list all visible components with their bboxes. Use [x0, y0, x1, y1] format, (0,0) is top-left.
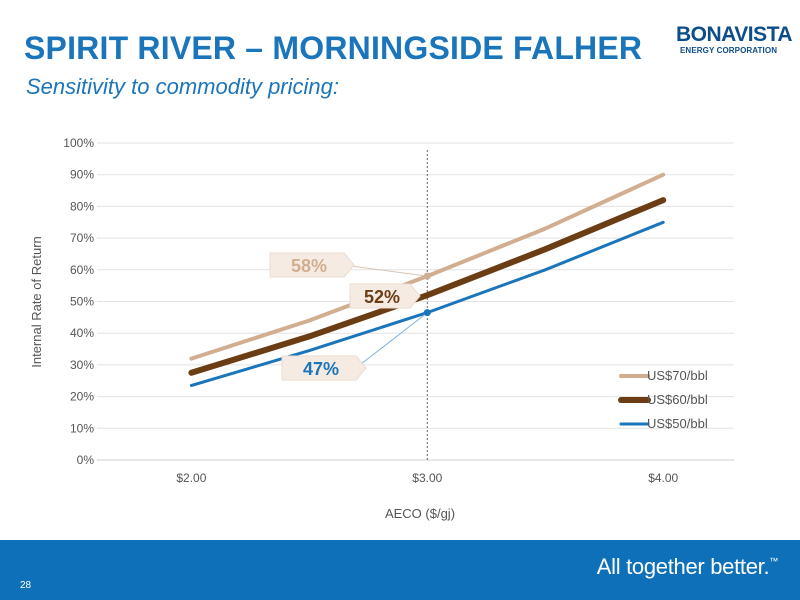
- annotation-leader-2: [355, 312, 428, 369]
- footer-bar: 28 All together better.™: [0, 540, 800, 600]
- chart-legend: US$70/bbl US$60/bbl US$50/bbl: [618, 368, 708, 431]
- logo-wordmark: BONAVISTA: [676, 23, 793, 46]
- annotation-label-0: 58%: [291, 256, 327, 276]
- series-line-1: [188, 197, 667, 376]
- y-tick-label-0: 0%: [77, 453, 95, 467]
- annotation-box-0: [269, 252, 355, 278]
- company-logo: BONAVISTA ENERGY CORPORATION: [676, 23, 793, 66]
- y-axis-ticks: 0% 10% 20% 30% 40% 50% 60% 70% 80% 90% 100%: [63, 136, 94, 467]
- legend-label-2: US$50/bbl: [647, 416, 708, 431]
- annotation-2: 47%: [281, 309, 431, 381]
- y-tick-label-50: 50%: [70, 295, 94, 309]
- annotation-point-0: [423, 272, 431, 280]
- y-tick-label-10: 10%: [70, 421, 94, 435]
- y-tick-label-40: 40%: [70, 326, 94, 340]
- page-number: 28: [20, 580, 32, 591]
- y-tick-label-60: 60%: [70, 263, 94, 277]
- y-tick-label-20: 20%: [70, 390, 94, 404]
- y-tick-label-90: 90%: [70, 168, 94, 182]
- annotation-1: 52%: [349, 283, 421, 309]
- y-tick-label-100: 100%: [63, 136, 94, 150]
- y-tick-label-70: 70%: [70, 231, 94, 245]
- page-title: SPIRIT RIVER – MORNINGSIDE FALHER: [24, 30, 643, 66]
- annotation-0: 58%: [269, 252, 431, 280]
- footer-tagline: All together better.™: [596, 554, 779, 580]
- chart-annotations: 58% 52% 47%: [269, 252, 431, 381]
- y-tick-label-80: 80%: [70, 199, 94, 213]
- trademark-symbol: ™: [769, 556, 778, 566]
- x-tick-label-0: $2.00: [176, 471, 206, 485]
- annotation-box-2: [281, 355, 367, 381]
- annotation-label-2: 47%: [303, 359, 339, 379]
- y-axis-label: Internal Rate of Return: [29, 236, 44, 368]
- annotation-box-1: [349, 283, 421, 309]
- annotation-label-1: 52%: [364, 287, 400, 307]
- tagline-text: All together better.: [596, 554, 770, 579]
- page-subtitle: Sensitivity to commodity pricing:: [26, 74, 339, 99]
- annotation-leader-0: [343, 264, 428, 277]
- y-tick-label-30: 30%: [70, 358, 94, 372]
- x-tick-label-2: $4.00: [648, 471, 678, 485]
- logo-subtext: ENERGY CORPORATION: [680, 46, 778, 55]
- legend-label-0: US$70/bbl: [647, 368, 708, 383]
- x-axis-label: AECO ($/gj): [385, 506, 455, 521]
- annotation-point-2: [423, 309, 431, 317]
- x-axis-ticks: $2.00 $3.00 $4.00: [176, 471, 678, 485]
- legend-label-1: US$60/bbl: [647, 392, 708, 407]
- x-tick-label-1: $3.00: [412, 471, 442, 485]
- irr-sensitivity-chart: 0%10%20%30%40%50%60%70%80%90%100% $2.00 $…: [29, 136, 734, 521]
